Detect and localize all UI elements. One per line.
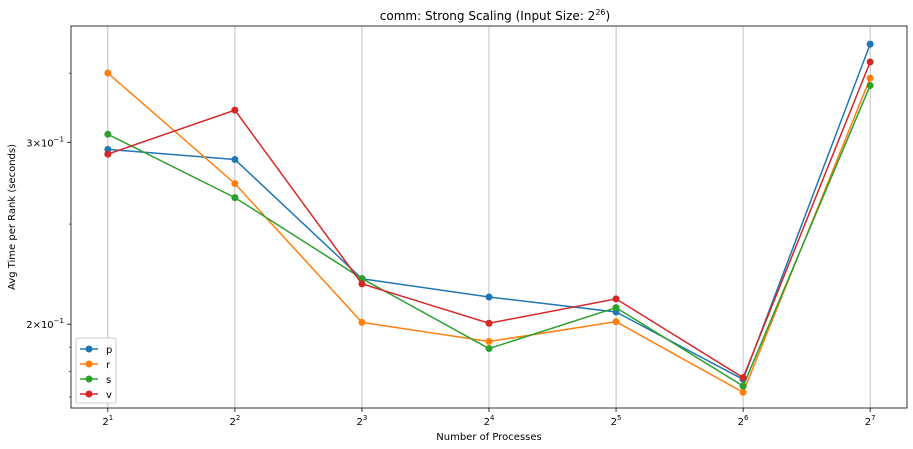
chart-title: comm: Strong Scaling (Input Size: 226) — [380, 8, 610, 23]
y-axis-label: Avg Time per Rank (seconds) — [7, 144, 18, 290]
x-axis-label: Number of Processes — [436, 432, 541, 443]
x-tick-label: 23 — [357, 414, 368, 428]
data-point-s — [485, 345, 493, 353]
x-axis-ticks: 21 22 23 24 25 26 27 — [102, 408, 876, 428]
data-point-s — [866, 81, 874, 89]
series-s — [104, 81, 874, 390]
x-tick-label: 26 — [738, 414, 749, 428]
data-point-s — [231, 194, 239, 202]
data-point-v — [866, 58, 874, 66]
data-point-r — [485, 338, 493, 346]
legend-marker-r — [85, 360, 93, 368]
data-point-p — [485, 293, 493, 301]
series-lines — [104, 40, 874, 396]
legend-marker-s — [85, 375, 93, 383]
data-point-s — [739, 382, 747, 390]
data-point-p — [231, 156, 239, 164]
legend-label-p: p — [106, 345, 112, 356]
data-point-v — [104, 150, 112, 158]
x-tick-label: 25 — [611, 414, 622, 428]
y-tick-label: 2×10−1 — [26, 317, 64, 331]
legend-marker-p — [85, 345, 93, 353]
x-tick-label: 22 — [229, 414, 240, 428]
x-tick-label: 24 — [484, 414, 495, 428]
data-point-v — [231, 106, 239, 114]
series-r — [104, 69, 874, 396]
legend-label-v: v — [106, 390, 112, 401]
legend-marker-v — [85, 390, 93, 398]
data-point-r — [866, 74, 874, 82]
data-point-v — [739, 374, 747, 382]
gridlines — [107, 26, 871, 408]
data-point-s — [612, 304, 620, 312]
data-point-r — [104, 69, 112, 77]
data-point-r — [739, 388, 747, 396]
data-point-v — [358, 280, 366, 288]
data-point-r — [231, 180, 239, 188]
legend-label-s: s — [106, 375, 111, 386]
data-point-v — [612, 295, 620, 303]
x-tick-label: 27 — [865, 414, 876, 428]
y-axis-ticks: 2×10−1 3×10−1 — [26, 72, 71, 398]
data-point-v — [485, 319, 493, 327]
data-point-r — [612, 318, 620, 326]
x-tick-label: 21 — [102, 414, 113, 428]
series-v — [104, 58, 874, 382]
legend-box — [75, 337, 117, 404]
data-point-p — [866, 40, 874, 48]
y-tick-label: 3×10−1 — [26, 135, 64, 149]
data-point-r — [358, 318, 366, 326]
data-point-s — [104, 130, 112, 138]
legend-label-r: r — [106, 360, 111, 371]
